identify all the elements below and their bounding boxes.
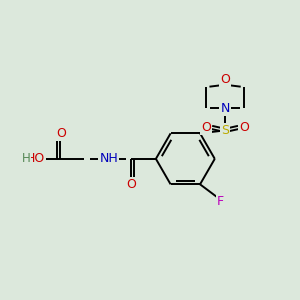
Text: O: O (126, 178, 136, 191)
Text: F: F (217, 196, 224, 208)
Text: O: O (239, 121, 249, 134)
Text: H: H (22, 152, 31, 165)
Text: HO: HO (26, 152, 45, 165)
Text: O: O (201, 121, 211, 134)
Text: O: O (220, 73, 230, 86)
Text: S: S (221, 124, 229, 137)
Text: N: N (220, 102, 230, 115)
Text: O: O (57, 127, 67, 140)
Text: NH: NH (99, 152, 118, 165)
